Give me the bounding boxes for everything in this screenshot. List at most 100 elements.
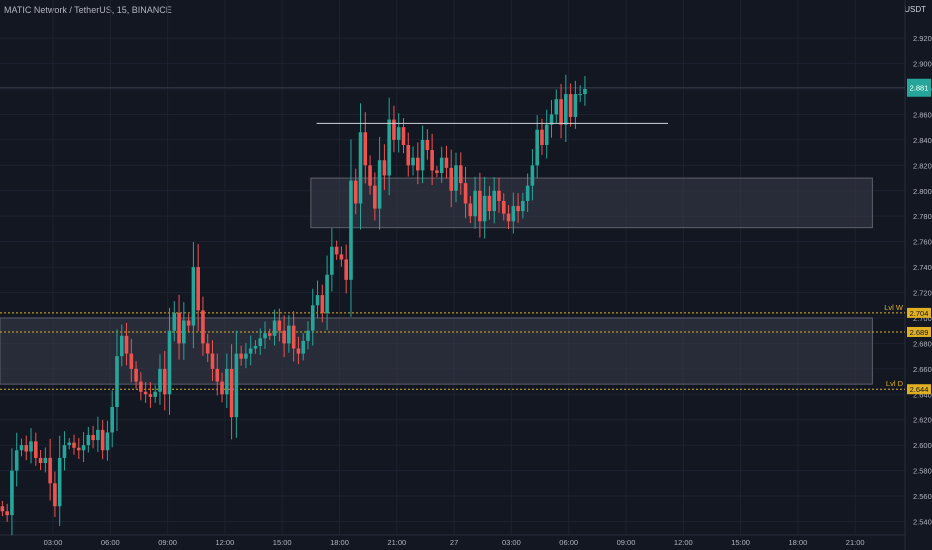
candle-body[interactable] bbox=[540, 129, 544, 145]
candle-body[interactable] bbox=[86, 435, 91, 446]
candle-body[interactable] bbox=[373, 185, 377, 209]
candle-body[interactable] bbox=[234, 353, 239, 418]
candle-body[interactable] bbox=[525, 185, 530, 201]
candle-body[interactable] bbox=[344, 259, 348, 280]
candle-body[interactable] bbox=[392, 119, 396, 140]
candle-body[interactable] bbox=[76, 447, 81, 451]
candle-body[interactable] bbox=[167, 330, 172, 395]
candle-body[interactable] bbox=[225, 368, 229, 395]
candle-body[interactable] bbox=[253, 345, 258, 349]
candle-body[interactable] bbox=[463, 183, 468, 204]
candle-body[interactable] bbox=[320, 295, 325, 313]
candle-body[interactable] bbox=[43, 457, 48, 463]
candle-body[interactable] bbox=[5, 511, 9, 516]
candle-body[interactable] bbox=[177, 312, 181, 344]
candle-body[interactable] bbox=[72, 442, 76, 448]
candle-body[interactable] bbox=[358, 132, 363, 204]
candle-body[interactable] bbox=[521, 200, 525, 212]
candle-body[interactable] bbox=[244, 353, 248, 359]
candle-body[interactable] bbox=[129, 353, 134, 369]
candle-body[interactable] bbox=[334, 246, 339, 255]
candle-body[interactable] bbox=[229, 368, 234, 418]
candle-body[interactable] bbox=[67, 442, 72, 446]
candle-body[interactable] bbox=[57, 457, 62, 507]
candle-body[interactable] bbox=[287, 325, 291, 344]
candle-body[interactable] bbox=[215, 368, 220, 382]
candle-body[interactable] bbox=[468, 203, 473, 217]
candle-body[interactable] bbox=[420, 139, 425, 171]
candle-body[interactable] bbox=[24, 445, 29, 452]
candle-body[interactable] bbox=[134, 368, 138, 382]
candle-body[interactable] bbox=[81, 445, 86, 451]
candle-body[interactable] bbox=[583, 89, 587, 95]
candle-body[interactable] bbox=[458, 165, 463, 184]
candle-body[interactable] bbox=[53, 483, 57, 507]
candle-body[interactable] bbox=[182, 320, 186, 344]
candle-body[interactable] bbox=[559, 99, 563, 125]
candle-body[interactable] bbox=[38, 457, 43, 463]
candle-body[interactable] bbox=[48, 457, 52, 484]
candle-body[interactable] bbox=[100, 429, 105, 451]
candle-body[interactable] bbox=[258, 338, 263, 346]
candle-body[interactable] bbox=[339, 254, 344, 260]
candle-body[interactable] bbox=[444, 157, 449, 168]
candle-body[interactable] bbox=[396, 127, 401, 140]
candle-body[interactable] bbox=[153, 391, 157, 397]
candle-body[interactable] bbox=[119, 335, 124, 357]
candle-body[interactable] bbox=[296, 348, 301, 354]
candle-body[interactable] bbox=[205, 343, 210, 354]
candle-body[interactable] bbox=[248, 348, 253, 354]
candle-body[interactable] bbox=[91, 435, 95, 441]
candle-body[interactable] bbox=[501, 200, 506, 214]
candle-body[interactable] bbox=[34, 441, 38, 458]
candle-body[interactable] bbox=[196, 267, 200, 311]
candle-body[interactable] bbox=[478, 190, 482, 222]
candle-body[interactable] bbox=[425, 139, 430, 151]
candle-body[interactable] bbox=[96, 429, 100, 441]
candle-body[interactable] bbox=[0, 506, 5, 512]
zone-rectangle[interactable] bbox=[310, 177, 873, 229]
candle-body[interactable] bbox=[439, 157, 444, 173]
candle-body[interactable] bbox=[330, 246, 334, 275]
candle-body[interactable] bbox=[487, 195, 492, 212]
candle-body[interactable] bbox=[482, 195, 487, 222]
candle-body[interactable] bbox=[492, 190, 497, 212]
candle-body[interactable] bbox=[377, 160, 382, 209]
candle-body[interactable] bbox=[549, 114, 554, 125]
candle-body[interactable] bbox=[186, 320, 191, 326]
zone-rectangle[interactable] bbox=[0, 317, 873, 385]
candle-body[interactable] bbox=[162, 368, 167, 395]
candle-body[interactable] bbox=[401, 127, 406, 145]
candle-body[interactable] bbox=[416, 157, 420, 171]
candle-body[interactable] bbox=[148, 394, 153, 397]
candle-body[interactable] bbox=[301, 340, 306, 354]
candle-body[interactable] bbox=[291, 325, 296, 349]
candle-body[interactable] bbox=[143, 391, 148, 395]
candle-body[interactable] bbox=[506, 213, 511, 222]
candle-body[interactable] bbox=[19, 445, 24, 451]
candle-body[interactable] bbox=[310, 305, 315, 331]
candle-body[interactable] bbox=[435, 170, 439, 173]
candle-body[interactable] bbox=[568, 94, 573, 118]
candle-body[interactable] bbox=[406, 144, 411, 166]
candle-body[interactable] bbox=[387, 119, 391, 176]
candle-body[interactable] bbox=[29, 441, 33, 452]
candle-body[interactable] bbox=[535, 129, 539, 166]
candle-body[interactable] bbox=[516, 206, 520, 212]
candle-body[interactable] bbox=[267, 333, 272, 336]
candle-body[interactable] bbox=[530, 165, 535, 186]
candle-body[interactable] bbox=[220, 381, 224, 395]
candle-body[interactable] bbox=[282, 330, 286, 344]
candle-body[interactable] bbox=[10, 470, 14, 516]
candle-body[interactable] bbox=[578, 94, 582, 96]
candle-body[interactable] bbox=[573, 94, 578, 118]
candle-body[interactable] bbox=[454, 165, 458, 191]
candle-body[interactable] bbox=[411, 157, 415, 166]
candle-body[interactable] bbox=[124, 335, 129, 354]
candle-body[interactable] bbox=[62, 445, 67, 458]
candle-body[interactable] bbox=[272, 320, 277, 336]
candle-body[interactable] bbox=[263, 333, 267, 339]
candle-body[interactable] bbox=[110, 407, 115, 433]
candle-body[interactable] bbox=[544, 124, 549, 145]
